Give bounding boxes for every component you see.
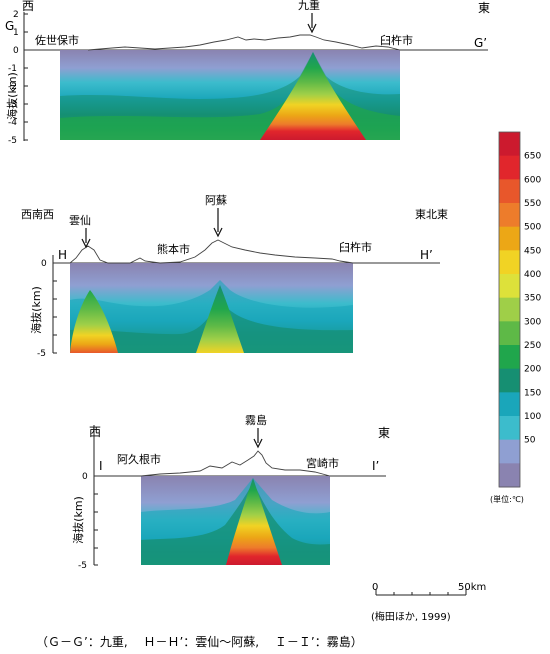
- legend-labels: 650 600 550 500 450 400 350 300 250 200 150 100 50: [524, 152, 541, 446]
- source-citation: (梅田ほか, 1999): [371, 610, 451, 623]
- line-start-letter: H: [58, 248, 67, 262]
- legend-swatch: [499, 226, 520, 251]
- place-label: 熊本市: [157, 242, 190, 256]
- legend-swatch: [499, 439, 520, 464]
- tick-label: 0: [13, 46, 19, 56]
- place-label: 阿久根市: [117, 452, 161, 466]
- tick-label: -5: [37, 349, 46, 359]
- y-axis-title: 海抜(km): [5, 72, 19, 120]
- scale-zero: 0: [372, 582, 378, 593]
- temperature-field: [60, 50, 400, 140]
- peak-arrow-icon: [81, 228, 91, 249]
- temperature-field: [141, 476, 330, 565]
- legend-value-label: 650: [524, 152, 541, 162]
- west-label: 西: [22, 0, 34, 13]
- legend-value-label: 200: [524, 365, 541, 375]
- legend-swatch: [499, 179, 520, 204]
- peak-label: 雲仙: [69, 214, 91, 227]
- legend-value-label: 300: [524, 317, 541, 327]
- y-ticks: 2 1 0 -1 -2 -3 -4 -5: [8, 10, 28, 146]
- legend-value-label: 400: [524, 270, 541, 280]
- tick-label: 0: [82, 472, 88, 482]
- legend-value-label: 450: [524, 246, 541, 256]
- topography-line: [140, 450, 331, 477]
- legend-swatch: [499, 392, 520, 417]
- tick-label: -5: [8, 136, 17, 146]
- tick-label: -4: [8, 118, 17, 128]
- tick-label: -1: [8, 64, 17, 74]
- place-label: 臼杵市: [380, 33, 413, 47]
- legend-swatch: [499, 368, 520, 393]
- legend-swatch: [499, 345, 520, 370]
- section-i: 西 東 I I’ 0 -5 海抜(km) 霧島 阿久根市 宮崎市: [71, 413, 390, 571]
- legend-swatch: [499, 321, 520, 346]
- legend-swatch: [499, 155, 520, 180]
- peak-label: 阿蘇: [205, 194, 227, 207]
- legend-swatch: [499, 274, 520, 299]
- temperature-field: [70, 263, 353, 353]
- legend-value-label: 600: [524, 175, 541, 185]
- legend-value-label: 50: [524, 436, 536, 446]
- legend-swatch: [499, 463, 520, 488]
- legend-swatch: [499, 416, 520, 441]
- east-label: 東: [378, 426, 390, 440]
- legend-value-label: 100: [524, 412, 541, 422]
- y-axis-title: 海抜(km): [71, 496, 85, 544]
- legend-swatches: [499, 132, 520, 488]
- line-end-letter: H’: [420, 248, 433, 262]
- peak-arrow-icon: [253, 428, 263, 449]
- peak-label: 霧島: [245, 413, 267, 427]
- legend-value-label: 500: [524, 223, 541, 233]
- line-start-letter: G: [5, 19, 14, 33]
- topography-line: [69, 239, 354, 264]
- section-h: 西南西 東北東 H H’ 0 -5 海抜(km) 雲仙 阿蘇 熊本市 臼杵市: [21, 194, 448, 359]
- legend-value-label: 550: [524, 199, 541, 209]
- color-legend: 650 600 550 500 450 400 350 300 250 200 150 100 50 (…: [490, 131, 541, 504]
- west-label: 西: [89, 425, 101, 439]
- peak-arrow-icon: [307, 13, 317, 34]
- place-label: 臼杵市: [339, 240, 372, 254]
- scale-max: 50km: [458, 582, 486, 593]
- legend-value-label: 350: [524, 294, 541, 304]
- section-g: 西 東 G G’ 2 1 0 -1 -2 -3 -4 -5 海抜(km) 九重: [5, 0, 490, 146]
- tick-label: -3: [8, 100, 17, 110]
- topography-line: [87, 34, 401, 51]
- tick-label: 1: [13, 28, 19, 38]
- tick-label: -2: [8, 82, 17, 92]
- legend-value-label: 250: [524, 341, 541, 351]
- west-label: 西南西: [21, 208, 54, 221]
- east-label: 東: [478, 1, 490, 15]
- east-label: 東北東: [415, 208, 448, 221]
- line-end-letter: G’: [474, 36, 487, 50]
- line-end-letter: I’: [372, 459, 379, 473]
- tick-label: 2: [13, 10, 19, 20]
- legend-swatch: [499, 203, 520, 228]
- scale-bar: 0 50km: [372, 582, 486, 596]
- legend-swatch: [499, 250, 520, 275]
- peak-arrow-icon: [213, 208, 223, 238]
- place-label: 佐世保市: [35, 33, 79, 47]
- tick-label: 0: [41, 259, 47, 269]
- y-axis-title: 海抜(km): [29, 286, 43, 334]
- figure-caption: （Ｇ－Ｇ’：九重, Ｈ－Ｈ’：雲仙～阿蘇, Ｉ－Ｉ’：霧島）: [36, 634, 363, 649]
- legend-value-label: 150: [524, 388, 541, 398]
- legend-swatch: [499, 297, 520, 322]
- legend-swatch: [499, 132, 520, 157]
- peak-label: 九重: [298, 0, 320, 12]
- tick-label: -5: [78, 561, 87, 571]
- legend-frame: [498, 131, 521, 488]
- legend-unit: (単位:℃): [490, 494, 524, 504]
- place-label: 宮崎市: [306, 456, 339, 470]
- line-start-letter: I: [99, 459, 103, 473]
